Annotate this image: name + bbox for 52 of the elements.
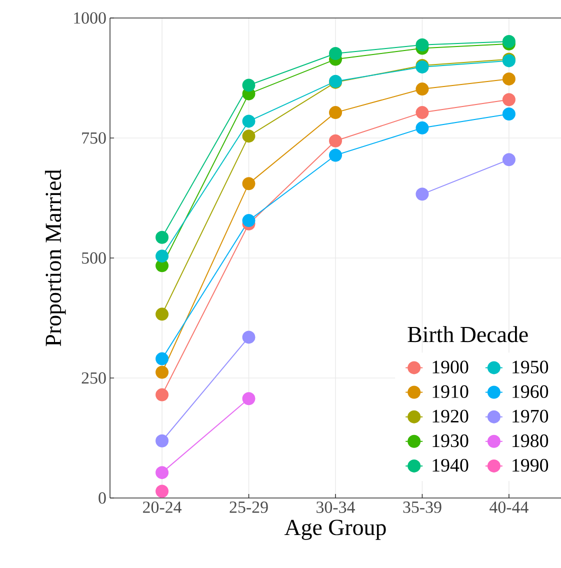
legend-title: Birth Decade	[408, 326, 528, 342]
point	[416, 188, 429, 201]
legend-label: 1970	[512, 410, 548, 423]
point	[156, 484, 169, 498]
y-tick-label: 750	[82, 132, 106, 144]
point	[242, 78, 256, 92]
legend-label: 1900	[432, 360, 468, 374]
legend-label: 1930	[432, 434, 468, 448]
y-axis-title: Proportion Married	[44, 170, 66, 346]
point	[502, 153, 516, 166]
point	[156, 466, 169, 480]
point	[329, 134, 342, 148]
point	[502, 107, 516, 120]
point	[416, 38, 429, 52]
x-tick-label: 25-29	[230, 502, 268, 513]
legend-label: 1920	[432, 410, 468, 423]
point	[416, 121, 429, 134]
point	[502, 72, 516, 86]
point	[242, 330, 256, 344]
point	[416, 106, 429, 120]
point	[329, 106, 342, 120]
point	[156, 388, 169, 402]
x-tick-label: 35-39	[403, 502, 442, 513]
legend-label: 1910	[432, 385, 468, 398]
point	[242, 130, 256, 143]
x-tick-label: 20-24	[143, 502, 182, 513]
point	[242, 177, 256, 190]
x-tick-label: 40-44	[490, 502, 528, 513]
point	[156, 308, 169, 321]
point	[242, 114, 256, 128]
y-tick-label: 250	[82, 372, 106, 384]
point	[156, 366, 169, 379]
point	[242, 214, 256, 228]
point	[156, 352, 169, 366]
legend-label: 1950	[512, 360, 548, 374]
point	[156, 230, 169, 244]
point	[502, 93, 516, 106]
point	[329, 148, 342, 162]
legend-label: 1980	[512, 434, 548, 448]
legend-label: 1940	[432, 458, 468, 472]
legend-label: 1960	[512, 385, 548, 398]
point	[156, 250, 169, 263]
point	[416, 82, 429, 96]
x-axis-title: Age Group	[284, 520, 386, 540]
legend-label: 1990	[512, 458, 548, 472]
y-tick-label: 1000	[74, 12, 106, 24]
y-tick-label: 500	[82, 252, 106, 264]
point	[242, 392, 256, 406]
x-tick-label: 30-34	[316, 502, 355, 513]
point	[156, 434, 169, 448]
point	[329, 47, 342, 60]
y-tick-label: 0	[98, 492, 106, 504]
